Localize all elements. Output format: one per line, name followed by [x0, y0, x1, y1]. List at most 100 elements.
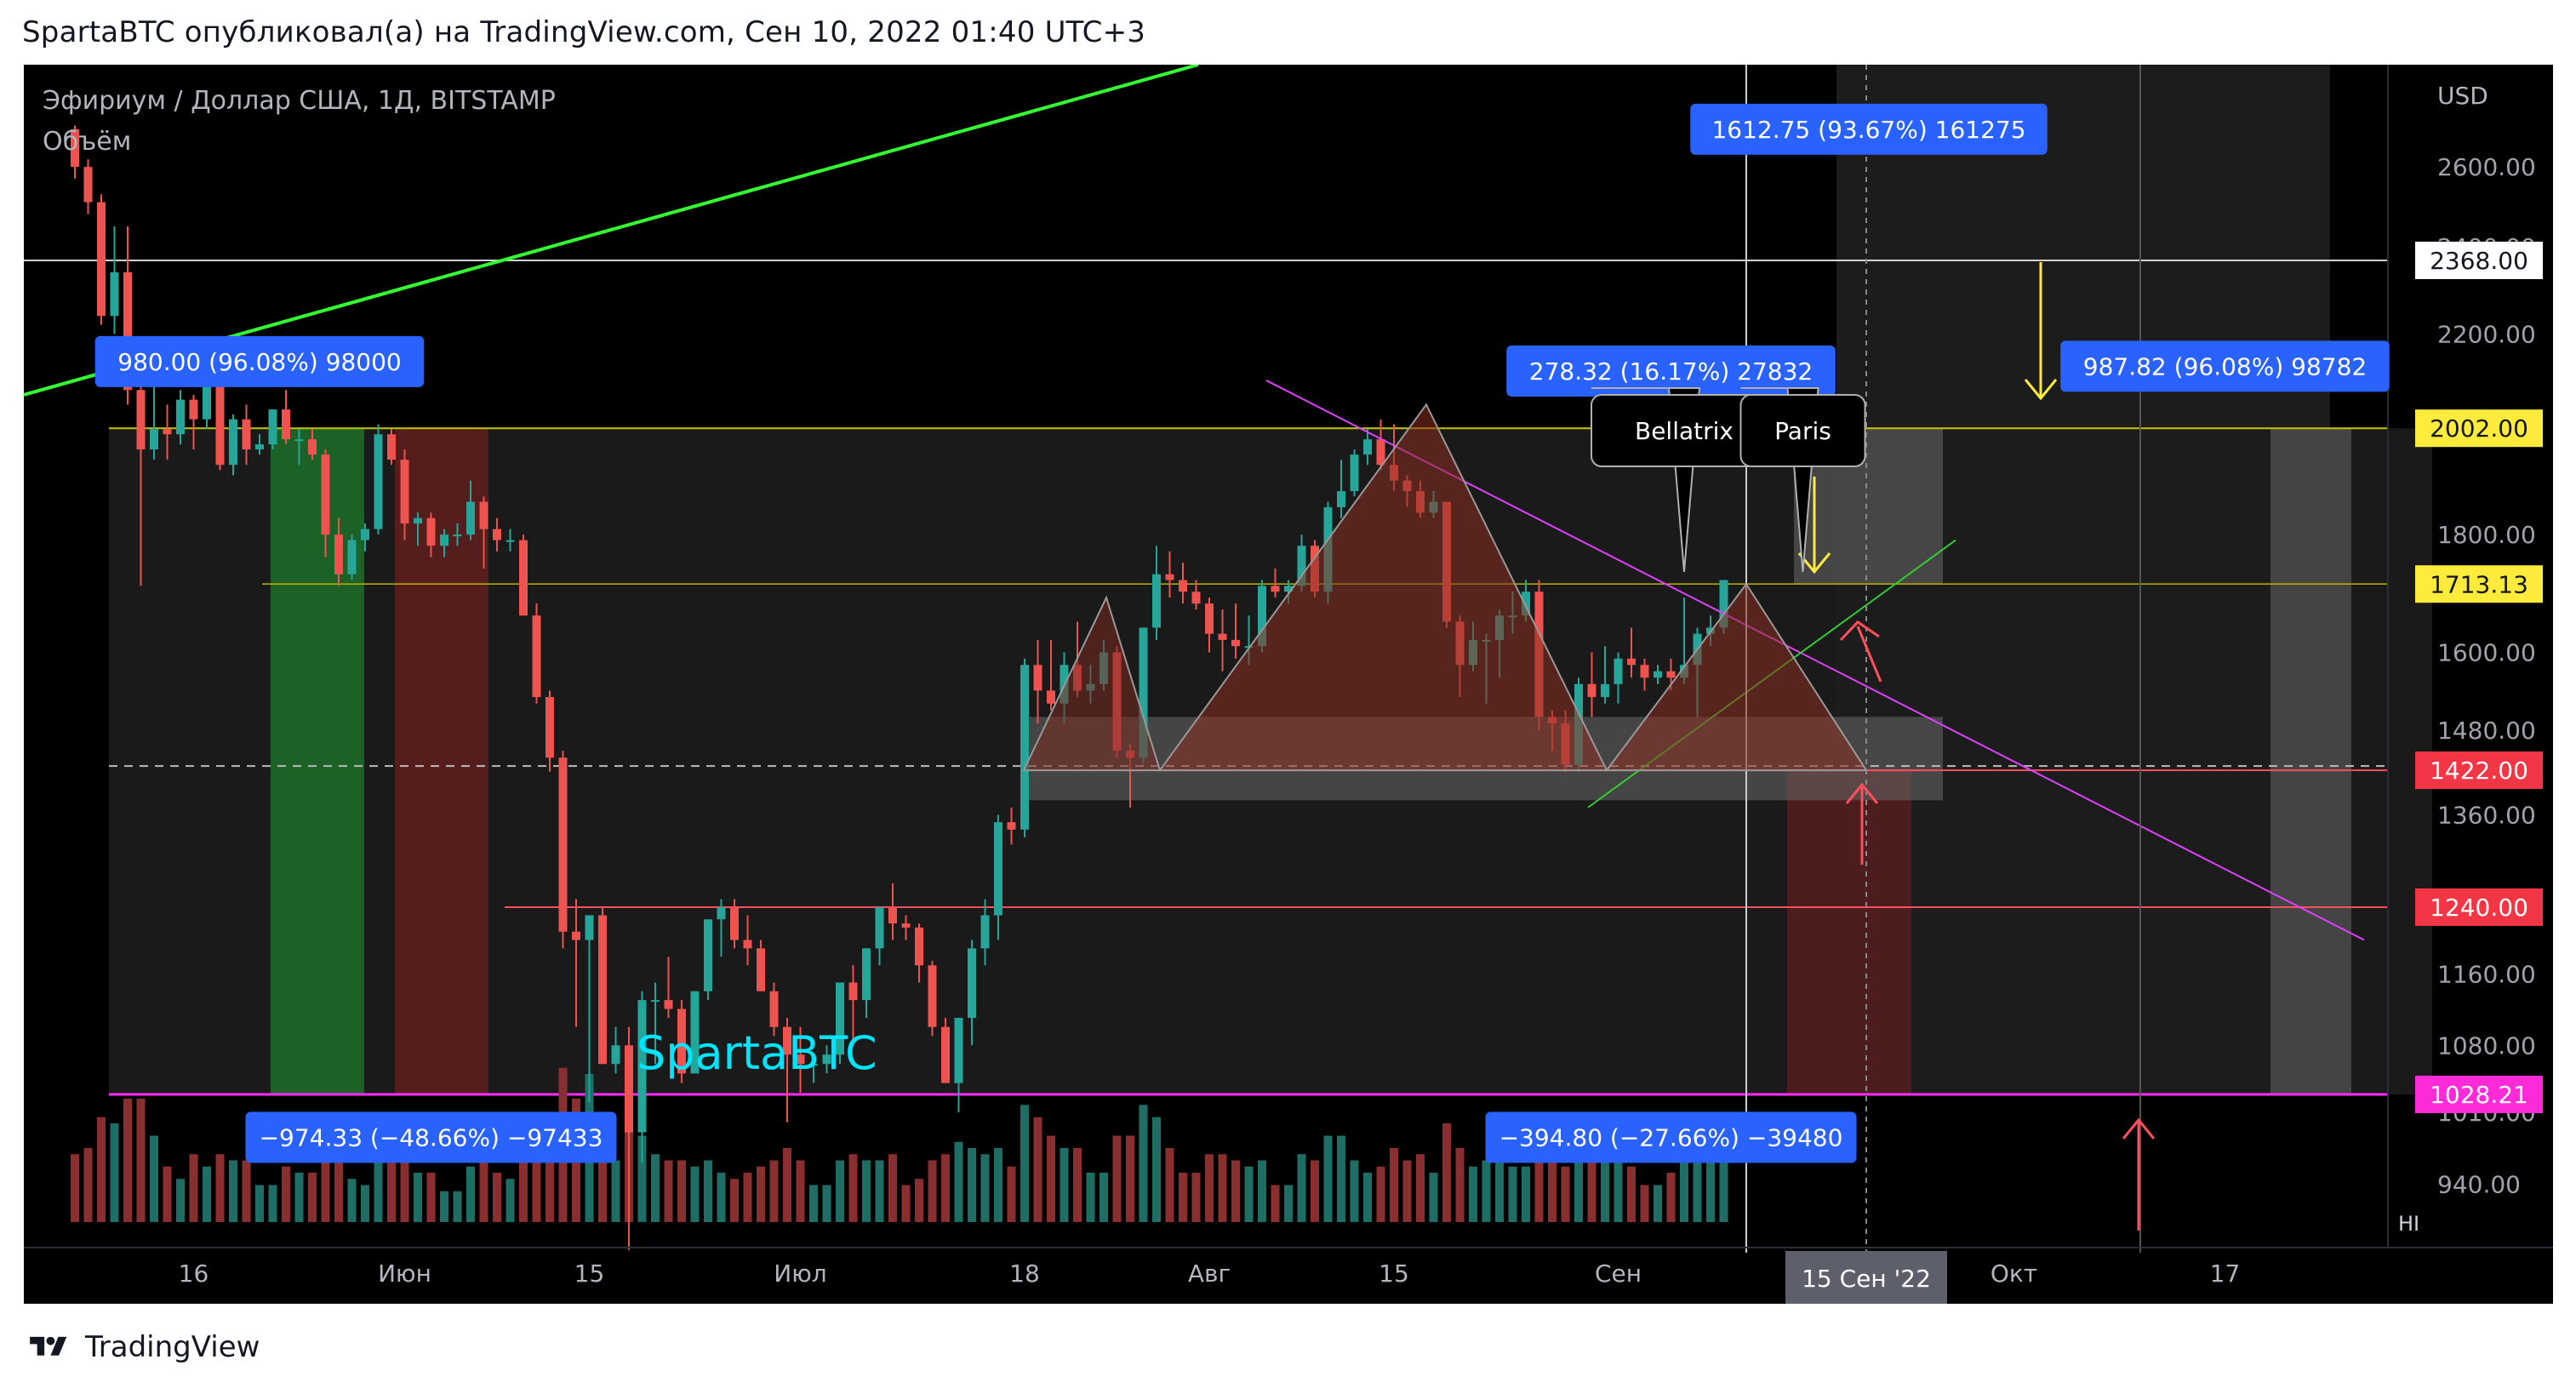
- measure-label-text: −394.80 (−27.66%) −39480: [1499, 1123, 1843, 1151]
- volume-bar: [809, 1185, 818, 1222]
- yellow-arrow-down-target-head: [2024, 379, 2058, 401]
- volume-bar: [757, 1166, 765, 1222]
- volume-bar: [704, 1160, 712, 1222]
- callout-label[interactable]: Paris: [1774, 417, 1831, 445]
- drop-projection-zone: [1787, 770, 1911, 1095]
- red-arrow-up-projection-head: [2122, 1117, 2156, 1140]
- volume-bar: [1271, 1185, 1280, 1222]
- red-arrow-curve-head: [1839, 620, 1880, 642]
- candle-body: [757, 948, 765, 991]
- volume-bar: [994, 1148, 1002, 1222]
- candle-body: [783, 1026, 791, 1055]
- volume-bar: [1060, 1148, 1069, 1222]
- volume-bar: [611, 1160, 620, 1222]
- price-level-tag-label: 1240.00: [2430, 894, 2528, 922]
- volume-bar: [268, 1185, 277, 1222]
- candle-body: [1191, 591, 1201, 604]
- volume-bar: [1680, 1135, 1688, 1222]
- volume-bar: [980, 1154, 990, 1222]
- candle-body: [822, 1054, 831, 1065]
- volume-bar: [1218, 1154, 1227, 1222]
- price-tick-label: 1360.00: [2437, 801, 2536, 829]
- candle-body: [1297, 545, 1306, 586]
- candle-body: [572, 931, 580, 940]
- volume-bar: [1007, 1166, 1016, 1222]
- volume-bar: [1601, 1160, 1609, 1222]
- candle-body: [1205, 603, 1214, 634]
- candle-body: [558, 757, 568, 932]
- volume-bar: [1323, 1135, 1333, 1222]
- candle-body: [255, 444, 264, 450]
- footer-brand: TradingView: [85, 1330, 260, 1364]
- volume-bar: [1508, 1166, 1517, 1222]
- volume-bar: [1297, 1154, 1306, 1222]
- volume-bar: [123, 1099, 132, 1222]
- price-level-tag: [2415, 409, 2543, 448]
- volume-bar: [440, 1191, 448, 1222]
- volume-bar: [836, 1160, 844, 1222]
- candle-body: [862, 948, 871, 1001]
- candle-body: [585, 915, 594, 940]
- candle-body: [361, 528, 369, 540]
- volume-bar: [677, 1160, 686, 1222]
- volume-bar: [414, 1173, 422, 1222]
- callout-label[interactable]: Bellatrix: [1635, 417, 1734, 445]
- candle-body: [954, 1018, 963, 1083]
- candle-body: [941, 1026, 950, 1083]
- candle-body: [268, 409, 277, 445]
- volume-bar: [347, 1179, 357, 1222]
- candle-body: [387, 434, 396, 460]
- candle-body: [717, 907, 726, 920]
- candle-body: [901, 923, 911, 928]
- volume-bar: [664, 1160, 673, 1222]
- volume-bar: [783, 1148, 791, 1222]
- volume-bar: [1666, 1173, 1676, 1222]
- candle-body: [598, 915, 607, 1065]
- volume-bar: [426, 1173, 436, 1222]
- time-tick-label: 15: [1379, 1259, 1409, 1288]
- volume-bar: [822, 1185, 831, 1222]
- candle-body: [282, 409, 290, 440]
- time-tick-label: 15: [574, 1259, 605, 1288]
- price-level-tag: [2415, 241, 2543, 279]
- candle-body: [466, 501, 475, 535]
- candle-body: [136, 390, 146, 450]
- volume-bar: [1627, 1166, 1636, 1222]
- candle-body: [176, 399, 185, 435]
- volume-bar: [400, 1148, 409, 1222]
- volume-bar: [97, 1117, 106, 1222]
- volume-bar: [1442, 1123, 1451, 1222]
- price-tick-label: 940.00: [2437, 1170, 2521, 1198]
- price-level-tag: [2415, 565, 2543, 603]
- volume-bar: [1574, 1148, 1583, 1222]
- volume-bar: [83, 1148, 93, 1222]
- volume-bar: [1548, 1160, 1556, 1222]
- price-chart[interactable]: 2600.002400.002200.001800.001600.001480.…: [23, 63, 2553, 1304]
- author-watermark: SpartaBTC: [637, 1026, 877, 1080]
- volume-bar: [1482, 1160, 1491, 1222]
- candle-body: [1165, 574, 1174, 580]
- volume-bar: [1534, 1129, 1544, 1222]
- volume-bar: [1614, 1160, 1623, 1222]
- time-tick-label: Июл: [774, 1259, 826, 1288]
- chart-area[interactable]: 2600.002400.002200.001800.001600.001480.…: [23, 63, 2553, 1304]
- candle-body: [1271, 585, 1280, 592]
- volume-bar: [1112, 1135, 1122, 1222]
- volume-bar: [189, 1154, 198, 1222]
- volume-bar: [1495, 1160, 1504, 1222]
- volume-bar: [387, 1154, 396, 1222]
- candle-body: [677, 1008, 686, 1074]
- price-tick-label: 2200.00: [2437, 320, 2536, 348]
- time-tick-label: Сен: [1595, 1259, 1642, 1288]
- volume-bar: [928, 1160, 937, 1222]
- candle-body: [1152, 574, 1161, 628]
- volume-bar: [282, 1166, 290, 1222]
- volume-bar: [519, 1154, 528, 1222]
- volume-bar: [466, 1166, 475, 1222]
- volume-bar: [1719, 1154, 1728, 1222]
- measure-label-box: [1690, 103, 2048, 155]
- time-tick-label: Окт: [1991, 1259, 2037, 1288]
- candle-body: [1654, 671, 1662, 678]
- candle-body: [875, 907, 884, 949]
- volume-bar: [203, 1166, 211, 1222]
